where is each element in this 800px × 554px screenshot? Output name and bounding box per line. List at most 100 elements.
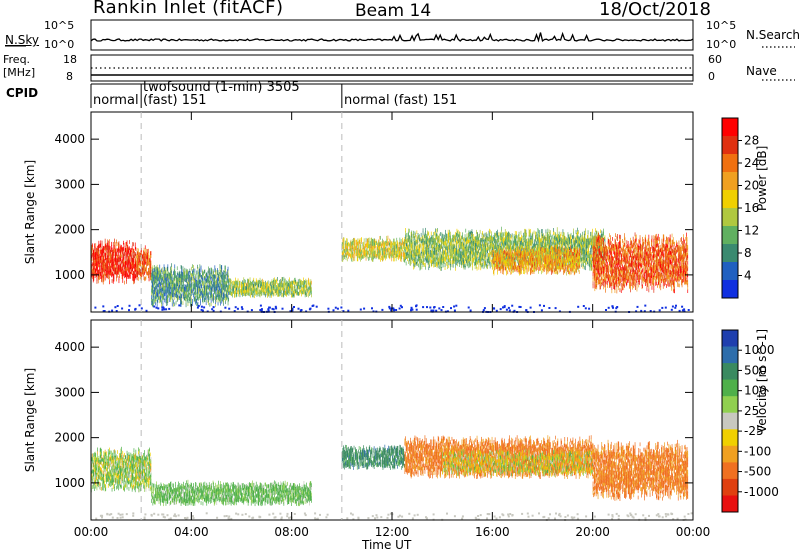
range-cell [419, 234, 420, 238]
range-cell [442, 234, 443, 238]
range-cell [433, 247, 434, 251]
range-cell [107, 239, 108, 243]
range-cell [410, 240, 411, 244]
range-cell [223, 293, 224, 297]
range-cell [221, 275, 222, 279]
range-cell [154, 287, 155, 291]
range-cell [552, 247, 553, 251]
range-cell [196, 274, 197, 278]
range-cell [132, 274, 133, 278]
range-cell [110, 250, 111, 254]
range-cell [194, 292, 195, 296]
range-cell [513, 241, 514, 245]
range-cell [349, 253, 350, 257]
range-cell [440, 238, 441, 242]
range-cell [295, 278, 296, 282]
range-cell [237, 293, 238, 297]
range-cell [488, 253, 489, 257]
range-cell [388, 236, 389, 240]
range-cell [150, 251, 151, 255]
range-cell [461, 251, 462, 255]
range-cell [380, 242, 381, 246]
range-cell [488, 237, 489, 241]
range-cell [477, 232, 478, 236]
range-cell [407, 238, 408, 242]
range-cell [275, 280, 276, 284]
range-cell [149, 255, 150, 259]
range-cell [502, 232, 503, 236]
range-cell [98, 245, 99, 249]
range-cell [175, 271, 176, 275]
range-cell [212, 284, 213, 288]
range-cell [265, 292, 266, 296]
range-cell [123, 247, 124, 251]
range-cell [543, 233, 544, 237]
range-cell [144, 277, 145, 281]
range-cell [361, 237, 362, 241]
range-cell [277, 277, 278, 281]
range-cell [213, 271, 214, 275]
range-cell [181, 271, 182, 275]
range-cell [261, 280, 262, 284]
range-cell [200, 273, 201, 277]
range-cell [548, 234, 549, 238]
range-cell [390, 252, 391, 256]
range-cell [482, 249, 483, 253]
range-cell [296, 282, 297, 286]
range-cell [308, 287, 309, 291]
range-cell [430, 250, 431, 254]
range-cell [297, 281, 298, 285]
range-cell [173, 280, 174, 284]
range-cell [164, 299, 165, 303]
range-cell [230, 278, 231, 282]
range-cell [396, 244, 397, 248]
range-cell [190, 275, 191, 279]
range-cell [438, 258, 439, 262]
range-cell [399, 242, 400, 246]
range-cell [103, 246, 104, 250]
range-cell [189, 271, 190, 275]
range-cell [232, 292, 233, 296]
range-cell [199, 294, 200, 298]
range-cell [462, 232, 463, 236]
range-cell [147, 271, 148, 275]
range-cell [282, 277, 283, 281]
range-cell [208, 286, 209, 290]
range-cell [146, 254, 147, 258]
range-cell [526, 233, 527, 237]
range-cell [221, 265, 222, 269]
range-cell [469, 251, 470, 255]
range-cell [477, 251, 478, 255]
range-cell [247, 284, 248, 288]
range-cell [346, 243, 347, 247]
range-cell [225, 281, 226, 285]
range-cell [114, 249, 115, 253]
range-cell [362, 249, 363, 253]
range-cell [305, 281, 306, 285]
range-cell [285, 279, 286, 283]
range-cell [294, 286, 295, 290]
range-cell [349, 249, 350, 253]
range-cell [460, 239, 461, 243]
range-cell [366, 250, 367, 254]
range-cell [487, 265, 488, 269]
range-cell [508, 231, 509, 235]
range-cell [425, 256, 426, 260]
range-cell [193, 284, 194, 288]
range-cell [221, 281, 222, 285]
range-cell [212, 294, 213, 298]
range-cell [523, 233, 524, 237]
range-cell [481, 244, 482, 248]
range-cell [444, 251, 445, 255]
range-cell [448, 230, 449, 234]
range-cell [343, 239, 344, 243]
range-cell [482, 233, 483, 237]
range-cell [168, 272, 169, 276]
range-cell [528, 239, 529, 243]
range-cell [353, 252, 354, 256]
range-cell [454, 257, 455, 261]
range-cell [102, 260, 103, 264]
range-cell [413, 234, 414, 238]
range-cell [451, 239, 452, 243]
range-cell [454, 234, 455, 238]
